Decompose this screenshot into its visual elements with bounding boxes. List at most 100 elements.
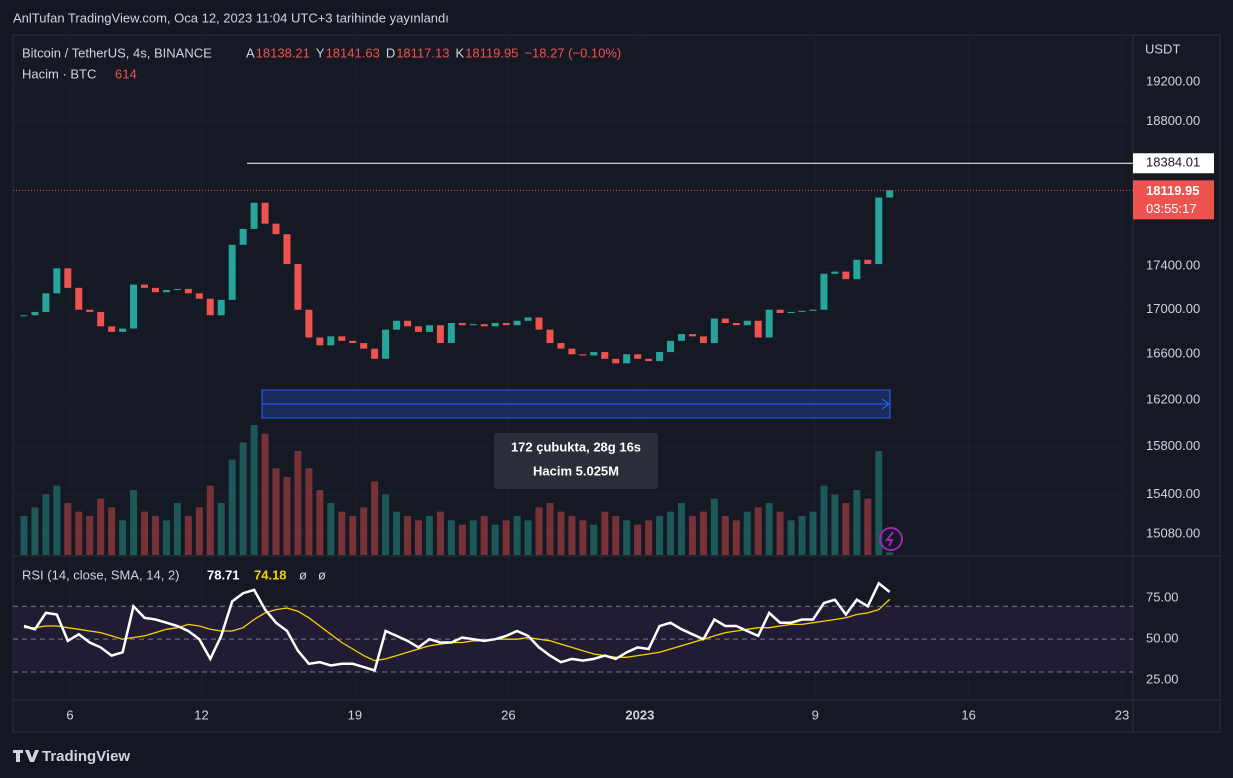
volume-bar — [228, 459, 236, 555]
x-tick-label: 19 — [348, 707, 362, 722]
volume-bar — [667, 511, 675, 555]
candle — [239, 228, 247, 245]
candle — [393, 320, 401, 330]
x-tick-label: 23 — [1115, 707, 1129, 722]
candle — [31, 311, 39, 316]
x-tick-label: 2023 — [625, 707, 654, 722]
volume-bar — [447, 520, 455, 555]
volume-bar — [612, 516, 620, 555]
range-tooltip — [494, 433, 658, 489]
alert-bolt — [885, 531, 894, 547]
volume-label: Hacim · BTC — [22, 66, 96, 81]
volume-bar — [305, 468, 313, 555]
candle — [612, 358, 620, 364]
candle — [371, 348, 379, 359]
volume-bar — [404, 516, 412, 555]
candle — [754, 320, 762, 338]
y-tick-label: 16200.00 — [1146, 391, 1200, 406]
volume-bar — [436, 511, 444, 555]
volume-bar — [184, 516, 192, 555]
candle — [634, 354, 642, 359]
candle — [261, 202, 269, 224]
volume-bar — [524, 520, 532, 555]
candle — [809, 309, 817, 311]
candle — [195, 293, 203, 299]
candle — [228, 244, 236, 300]
volume-bar — [886, 552, 894, 555]
candle — [305, 309, 313, 338]
candle — [151, 287, 159, 293]
volume-bar — [864, 498, 872, 555]
rsi-title: RSI (14, close, SMA, 14, 2) — [22, 567, 180, 582]
rsi-value: 78.71 — [207, 567, 240, 582]
rsi-extra: ø — [318, 567, 326, 582]
volume-bar — [53, 485, 61, 555]
volume-bar — [502, 520, 510, 555]
ohlc-label: Y — [316, 45, 325, 60]
volume-bar — [86, 516, 94, 555]
candle — [458, 322, 466, 326]
candle — [294, 264, 302, 310]
volume-bar — [393, 511, 401, 555]
volume-bar — [579, 520, 587, 555]
volume-bar — [360, 507, 368, 555]
candle — [283, 234, 291, 265]
volume-bar — [130, 490, 138, 555]
volume-bar — [338, 511, 346, 555]
volume-bar — [831, 494, 839, 555]
candle — [699, 336, 707, 344]
rsi-extra: ø — [299, 567, 307, 582]
volume-bar — [645, 520, 653, 555]
alert-icon[interactable] — [879, 527, 903, 551]
volume-bar — [195, 507, 203, 555]
candle — [787, 311, 795, 314]
candle — [864, 259, 872, 265]
candle — [447, 322, 455, 344]
volume-bar — [677, 503, 685, 555]
volume-bar — [809, 511, 817, 555]
candle — [414, 326, 422, 332]
candle — [130, 284, 138, 329]
ohlc-label: D — [386, 45, 395, 60]
volume-bar — [272, 468, 280, 555]
candle — [743, 320, 751, 326]
volume-bar — [141, 511, 149, 555]
candle — [820, 273, 828, 310]
header-title: AnlTufan TradingView.com, Oca 12, 2023 1… — [13, 10, 449, 25]
volume-bar — [754, 507, 762, 555]
candle — [108, 326, 116, 332]
volume-bar — [546, 503, 554, 555]
symbol: Bitcoin / TetherUS, 4s, BINANCE — [22, 45, 212, 60]
range-volume: Hacim 5.025M — [533, 463, 619, 478]
candle — [64, 268, 72, 288]
logo — [13, 750, 39, 762]
candle — [656, 352, 664, 362]
candle — [360, 343, 368, 349]
ohlc-value: 18117.13 — [396, 45, 449, 60]
volume-bar — [349, 516, 357, 555]
rsi-tick-label: 25.00 — [1146, 672, 1179, 687]
volume-bar — [787, 520, 795, 555]
volume-bar — [119, 520, 127, 555]
volume-bar — [151, 516, 159, 555]
volume-bar — [710, 498, 718, 555]
candle — [272, 223, 280, 235]
candle — [842, 271, 850, 280]
volume-bar — [371, 481, 379, 555]
volume-bar — [217, 503, 225, 555]
volume-bar — [206, 485, 214, 555]
candle — [579, 354, 587, 356]
y-tick-label: 16600.00 — [1146, 346, 1200, 361]
volume-bar — [75, 511, 83, 555]
candle — [688, 334, 696, 337]
candle — [601, 352, 609, 359]
volume-bar — [721, 516, 729, 555]
candle — [425, 325, 433, 332]
x-tick-label: 6 — [66, 707, 73, 722]
candle — [349, 340, 357, 344]
candle — [853, 259, 861, 280]
candle — [327, 336, 335, 346]
candle — [721, 318, 729, 323]
footer: TradingView — [42, 748, 130, 765]
